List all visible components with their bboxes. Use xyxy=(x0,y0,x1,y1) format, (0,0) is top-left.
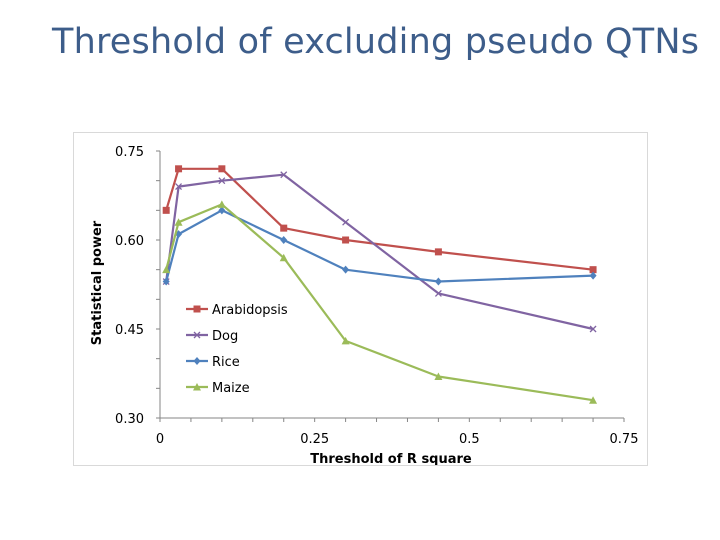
data-point-arabidopsis xyxy=(218,165,226,173)
legend-marker-arabidopsis xyxy=(193,305,201,313)
legend-marker-maize xyxy=(193,383,201,391)
data-point-maize xyxy=(217,200,226,208)
data-point-arabidopsis xyxy=(434,248,442,256)
data-point-rice xyxy=(162,277,170,286)
slide-title: Threshold of excluding pseudo QTNs xyxy=(52,22,700,62)
chart-series xyxy=(162,165,598,404)
chart-legend: Arabidopsis Dog Rice Maize xyxy=(186,303,288,396)
data-point-rice xyxy=(589,271,597,280)
line-chart: 0.30 0.45 0.60 0.75 0 0.25 0.5 0.75 Arabidopsis… xyxy=(90,145,638,467)
x-tick-label: 0.75 xyxy=(610,432,639,447)
series-line-rice xyxy=(165,209,594,283)
chart-frame: 0.30 0.45 0.60 0.75 0 0.25 0.5 0.75 Arabidopsis… xyxy=(73,132,648,467)
chart-axes: 0.30 0.45 0.60 0.75 0 0.25 0.5 0.75 xyxy=(115,145,638,447)
data-point-rice xyxy=(218,206,226,215)
x-tick-label: 0.25 xyxy=(300,432,329,447)
data-point-maize xyxy=(589,396,598,404)
y-tick-label: 0.45 xyxy=(115,323,144,338)
data-point-rice xyxy=(434,277,442,286)
y-tick-label: 0.60 xyxy=(115,234,144,249)
data-point-maize xyxy=(341,336,350,345)
legend-label-maize: Maize xyxy=(212,381,250,396)
x-tick-label: 0 xyxy=(156,432,164,447)
data-point-dog xyxy=(280,171,288,179)
legend-label-dog: Dog xyxy=(212,329,238,344)
data-point-arabidopsis xyxy=(342,236,350,244)
y-tick-label: 0.30 xyxy=(115,412,144,427)
data-point-maize xyxy=(434,372,443,380)
data-point-dog xyxy=(342,218,350,226)
data-point-maize xyxy=(174,218,183,226)
data-point-dog xyxy=(175,183,183,191)
data-point-rice xyxy=(280,236,288,244)
data-point-rice xyxy=(342,265,350,274)
data-point-dog xyxy=(218,177,226,185)
data-point-maize xyxy=(279,253,288,262)
data-point-dog xyxy=(589,325,597,333)
data-point-arabidopsis xyxy=(280,224,288,232)
legend-label-rice: Rice xyxy=(212,355,240,370)
data-point-dog xyxy=(434,289,442,297)
legend-marker-rice xyxy=(193,357,201,365)
series-line-arabidopsis xyxy=(165,167,594,271)
x-tick-label: 0.5 xyxy=(459,432,480,447)
y-axis-label: Statistical power xyxy=(90,220,105,345)
data-point-arabidopsis xyxy=(162,206,170,214)
y-tick-label: 0.75 xyxy=(115,145,144,160)
legend-label-arabidopsis: Arabidopsis xyxy=(212,303,288,318)
x-axis-label: Threshold of R square xyxy=(310,452,472,465)
legend-marker-dog xyxy=(193,331,201,339)
data-point-arabidopsis xyxy=(589,266,597,274)
data-point-maize xyxy=(162,265,171,274)
data-point-arabidopsis xyxy=(175,165,183,173)
